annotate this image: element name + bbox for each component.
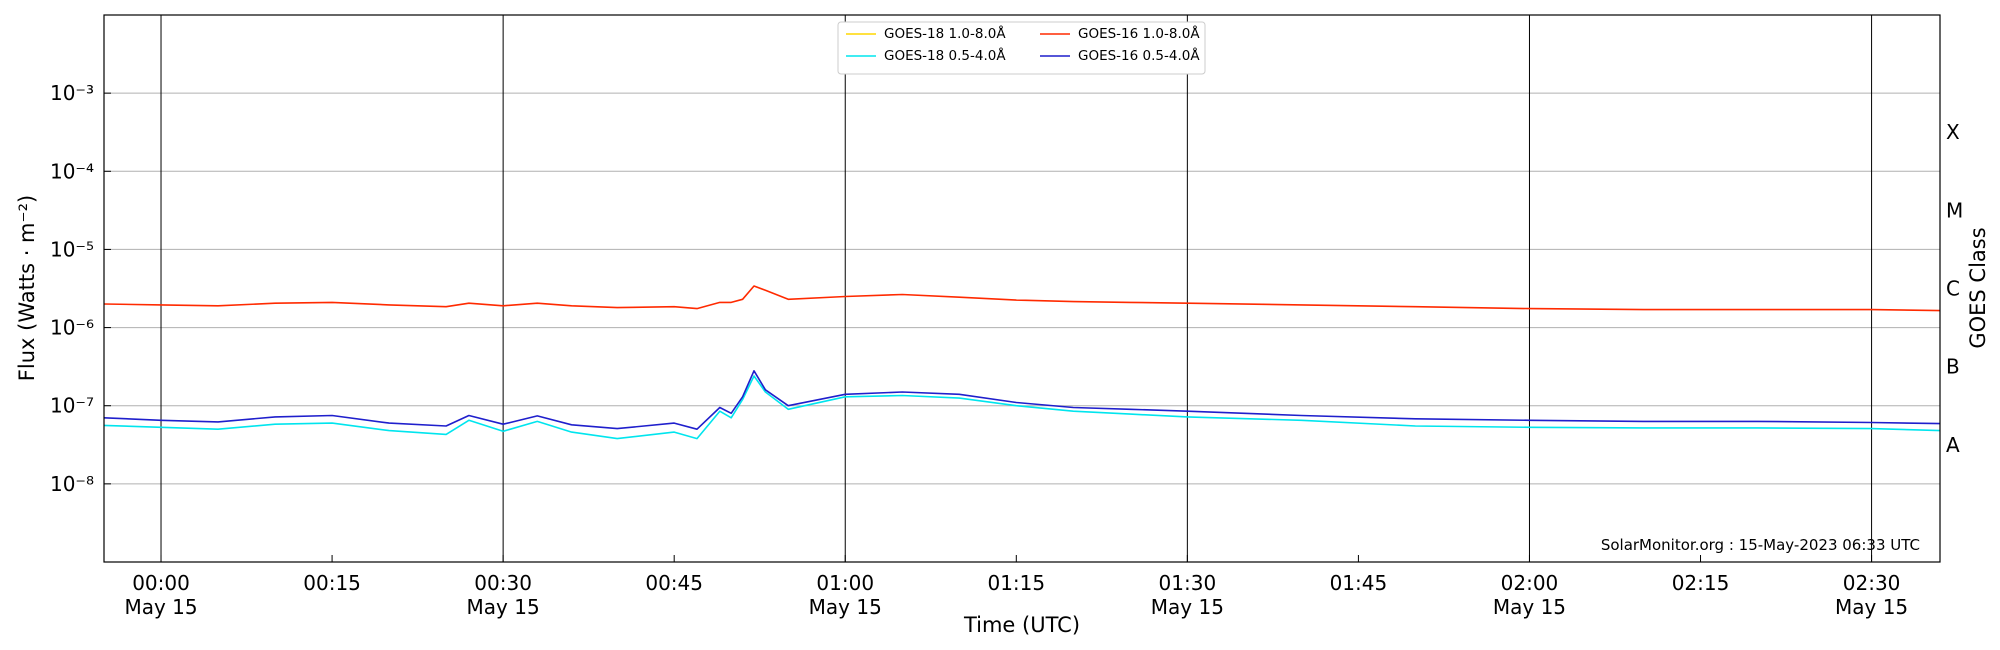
y-tick-label: 10⁻⁵: [50, 237, 94, 261]
x-tick-sublabel: May 15: [1151, 595, 1224, 619]
goes-class-label: C: [1946, 277, 1960, 301]
x-tick-label: 01:45: [1330, 571, 1388, 595]
x-tick-label: 01:15: [987, 571, 1045, 595]
x-tick-label: 00:30: [474, 571, 532, 595]
x-tick-sublabel: May 15: [1493, 595, 1566, 619]
x-tick-label: 00:45: [645, 571, 703, 595]
x-tick-label: 01:30: [1159, 571, 1217, 595]
x-tick-sublabel: May 15: [467, 595, 540, 619]
x-tick-sublabel: May 15: [809, 595, 882, 619]
goes-class-label: X: [1946, 120, 1960, 144]
series-line: [103, 375, 1941, 440]
x-tick-sublabel: May 15: [124, 595, 197, 619]
legend-label: GOES-16 1.0-8.0Å: [1078, 25, 1200, 42]
series-line: [103, 369, 1941, 431]
goes-class-label: B: [1946, 355, 1960, 379]
credit-text: SolarMonitor.org : 15-May-2023 06:33 UTC: [1601, 536, 1920, 554]
y-axis-title: Flux (Watts · m⁻²): [15, 195, 39, 381]
x-tick-label: 00:15: [303, 571, 361, 595]
y2-axis-title: GOES Class: [1966, 227, 1990, 348]
x-tick-label: 01:00: [816, 571, 874, 595]
data-series: [103, 285, 1941, 440]
y-axis-ticks: 10⁻⁸ 10⁻⁷ 10⁻⁶ 10⁻⁵ 10⁻⁴ 10⁻³: [50, 81, 111, 496]
legend-label: GOES-18 0.5-4.0Å: [884, 47, 1006, 64]
goes-class-label: M: [1946, 198, 1963, 222]
legend-label: GOES-18 1.0-8.0Å: [884, 25, 1006, 42]
x-tick-label: 02:00: [1501, 571, 1559, 595]
y-tick-label: 10⁻⁴: [50, 159, 94, 183]
x-tick-label: 02:30: [1843, 571, 1901, 595]
y-tick-label: 10⁻⁷: [50, 394, 94, 418]
legend-box: [837, 21, 1206, 75]
x-axis-title: Time (UTC): [963, 613, 1080, 637]
y-tick-label: 10⁻⁶: [50, 316, 94, 340]
legend: GOES-18 1.0-8.0Å GOES-18 0.5-4.0Å GOES-16 …: [837, 21, 1206, 75]
legend-label: GOES-16 0.5-4.0Å: [1078, 47, 1200, 64]
y-tick-label: 10⁻³: [50, 81, 94, 105]
plot-frame: [103, 14, 1941, 563]
x-tick-label: 00:00: [132, 571, 190, 595]
goes-class-labels: A B C M X: [1946, 120, 1963, 457]
x-tick-label: 02:15: [1672, 571, 1730, 595]
goes-class-label: A: [1946, 433, 1960, 457]
x-tick-sublabel: May 15: [1835, 595, 1908, 619]
y-tick-label: 10⁻⁸: [50, 472, 94, 496]
series-line: [103, 285, 1941, 312]
grid-lines: [104, 15, 1940, 562]
legend-items: GOES-18 1.0-8.0Å GOES-18 0.5-4.0Å GOES-16 …: [846, 25, 1200, 64]
